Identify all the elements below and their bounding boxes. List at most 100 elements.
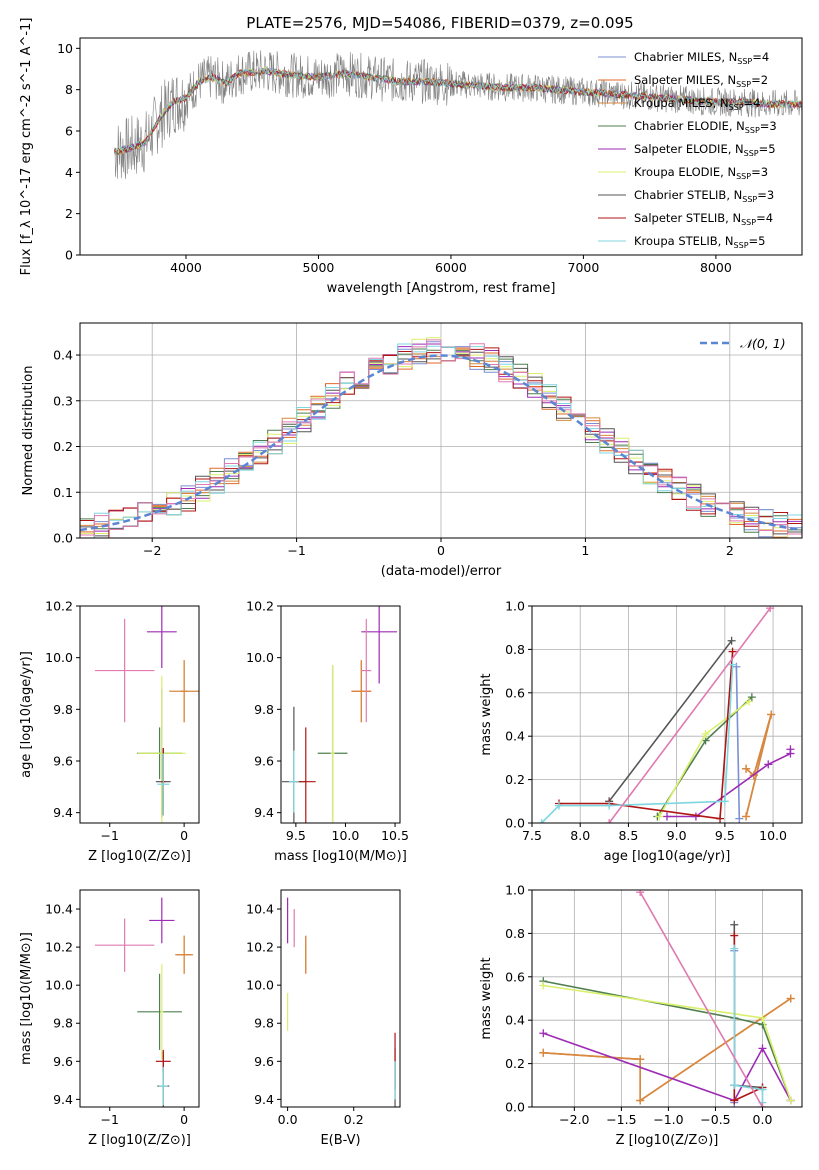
error-bar-point <box>361 618 372 723</box>
x-tick-label: 0 <box>180 1112 188 1127</box>
model-spectrum <box>114 67 802 154</box>
error-bar-point <box>158 1067 168 1106</box>
weight-series <box>605 606 775 823</box>
y-tick-label: 9.8 <box>254 702 274 717</box>
y-tick-label: 0.6 <box>505 969 525 984</box>
axes-frame <box>79 889 200 1108</box>
plus-marker <box>636 1096 645 1105</box>
plus-marker <box>744 697 753 706</box>
error-bar-point <box>169 660 199 723</box>
y-tick-label: 0.2 <box>505 772 525 787</box>
y-tick-label: 9.4 <box>254 1092 274 1107</box>
weight-series <box>537 660 737 823</box>
plus-marker <box>655 812 664 821</box>
observed-spectrum <box>114 50 802 179</box>
plus-marker <box>728 660 737 669</box>
y-tick-label: 6 <box>65 124 73 139</box>
x-axis-label: wavelength [Angstrom, rest frame] <box>327 281 556 296</box>
x-axis-label: age [log10(age/yr)] <box>604 849 731 864</box>
y-axis-label: Normed distribution <box>21 366 36 496</box>
plus-marker <box>742 764 751 773</box>
x-tick-label: 0.2 <box>344 1112 364 1127</box>
error-bar-point <box>175 935 194 974</box>
plus-marker <box>767 710 776 719</box>
x-tick-label: −1.0 <box>653 1112 683 1127</box>
error-bar-point <box>157 753 170 816</box>
y-tick-label: 9.8 <box>53 1016 73 1031</box>
series-line <box>667 749 792 818</box>
x-tick-label: 9.5 <box>715 828 735 843</box>
y-tick-label: 9.8 <box>53 702 73 717</box>
axes-frame <box>79 37 803 256</box>
x-tick-label: 6000 <box>435 260 467 275</box>
series-line <box>608 640 733 802</box>
legend-label: Chabrier ELODIE, NSSP=3 <box>634 119 777 135</box>
legend-label: Salpeter MILES, NSSP=2 <box>634 73 768 89</box>
y-tick-label: 0.8 <box>505 642 525 657</box>
legend-label: 𝒩(0, 1) <box>740 336 786 351</box>
plus-marker <box>701 730 710 739</box>
y-tick-label: 0.4 <box>53 348 73 363</box>
x-axis-label: E(B-V) <box>320 1133 360 1148</box>
model-spectrum <box>114 68 802 154</box>
histogram-series <box>80 339 802 536</box>
normal-reference-curve <box>80 354 802 532</box>
x-tick-label: 9.5 <box>286 828 306 843</box>
plus-marker <box>716 814 725 823</box>
x-axis-label: (data-model)/error <box>381 564 502 579</box>
y-tick-label: 10.0 <box>45 978 73 993</box>
y-tick-label: 4 <box>65 165 73 180</box>
error-bar-point <box>149 897 175 944</box>
legend: 𝒩(0, 1) <box>700 336 786 351</box>
series-line <box>745 714 772 817</box>
y-axis-label: mass weight <box>479 673 494 755</box>
y-tick-label: 10.0 <box>246 650 274 665</box>
series-line <box>543 997 792 1103</box>
x-tick-label: 2 <box>726 543 734 558</box>
y-tick-label: 0.1 <box>53 485 73 500</box>
y-tick-label: 10.2 <box>246 599 274 614</box>
plus-marker <box>605 801 614 810</box>
panel-mass-vs-ebv: 0.0 0.2 9.4 9.6 9.8 10.0 10.2 10.4 E(B-V) <box>246 889 401 1148</box>
plot-area <box>94 606 199 823</box>
y-tick-label: 9.4 <box>53 805 73 820</box>
y-tick-label: 1.0 <box>505 599 525 614</box>
x-tick-label: −1 <box>101 828 119 843</box>
legend-label: Chabrier STELIB, NSSP=3 <box>634 188 774 204</box>
plus-marker <box>735 814 744 823</box>
weight-series <box>636 890 767 1107</box>
y-tick-label: 0 <box>65 248 73 263</box>
legend-label: Kroupa ELODIE, NSSP=3 <box>634 165 768 181</box>
plus-marker <box>758 1044 767 1053</box>
error-bar-point <box>288 750 299 813</box>
series-line <box>733 924 763 1089</box>
x-tick-label: 8000 <box>700 260 732 275</box>
plus-marker <box>742 812 751 821</box>
error-bar-point <box>94 918 155 972</box>
plus-marker <box>786 1096 795 1105</box>
y-tick-label: 9.6 <box>254 1054 274 1069</box>
panel-age-vs-Z: −1 0 9.4 9.6 9.8 10.0 10.2 Z [log10(Z/Z⊙)] age [… <box>19 599 200 864</box>
plus-marker <box>663 812 671 821</box>
weight-series <box>742 710 776 821</box>
y-tick-label: 10.2 <box>246 940 274 955</box>
series-line <box>733 948 764 1103</box>
y-axis-label: mass [log10(M/M⊙)] <box>19 932 34 1065</box>
weight-series <box>539 977 795 1105</box>
x-tick-label: 0 <box>180 828 188 843</box>
error-bar-point <box>138 675 186 823</box>
error-bar-point <box>94 618 155 723</box>
y-tick-label: 8 <box>65 82 73 97</box>
weight-series <box>539 1029 795 1105</box>
y-axis-label: Flux [f_λ 10^-17 erg cm^-2 s^-1 A^-1] <box>19 18 34 276</box>
y-tick-label: 9.4 <box>53 1092 73 1107</box>
y-tick-label: 0.4 <box>505 1013 525 1028</box>
plus-marker <box>720 797 729 806</box>
weight-series <box>732 662 744 823</box>
plus-marker <box>730 944 739 953</box>
series-line <box>543 1032 792 1102</box>
figure-title: PLATE=2576, MJD=54086, FIBERID=0379, z=0… <box>246 14 633 32</box>
y-tick-label: 9.6 <box>254 754 274 769</box>
x-axis-label: Z [log10(Z/Z⊙)] <box>88 1133 191 1148</box>
